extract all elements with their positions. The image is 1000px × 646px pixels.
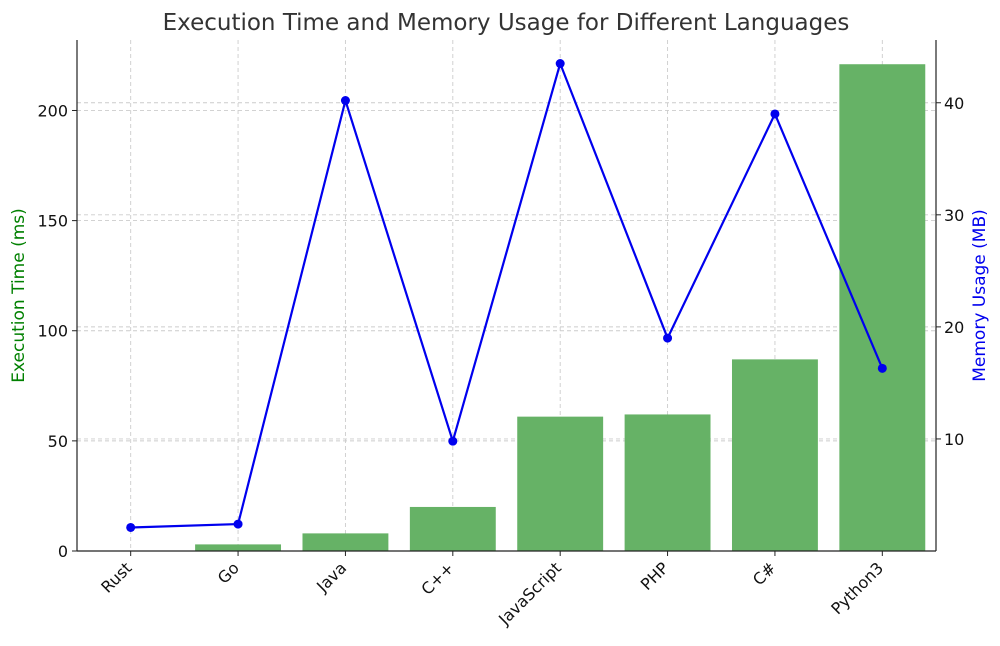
memory-point-Rust (126, 522, 136, 532)
bar-Python3 (839, 64, 926, 551)
bar-JavaScript (517, 416, 604, 551)
memory-point-Python3 (877, 363, 887, 373)
y-axis-left-ticks: 0 50 100 150 200 (37, 101, 77, 561)
bar-series-execution-time (195, 64, 926, 551)
memory-point-JavaScript (555, 59, 565, 69)
bar-Go (195, 544, 282, 551)
chart-title: Execution Time and Memory Usage for Diff… (163, 10, 850, 36)
y-tick-label: 200 (37, 101, 68, 120)
y-axis-right-label: Memory Usage (MB) (970, 209, 990, 382)
y2-tick-label: 20 (944, 318, 964, 337)
x-axis-ticks: Rust Go Java C++ JavaScript PHP C# Python3 (97, 551, 887, 629)
line-series-memory-usage (126, 59, 887, 532)
y-tick-label: 150 (37, 212, 68, 231)
bar-PHP (624, 414, 711, 551)
x-tick-label: Python3 (827, 558, 887, 618)
y-tick-label: 50 (48, 432, 68, 451)
memory-point-PHP (663, 333, 673, 343)
y-axis-right-ticks: 10 20 30 40 (936, 94, 964, 449)
y2-tick-label: 10 (944, 430, 964, 449)
bar-C# (731, 359, 818, 551)
x-tick-label: Go (214, 558, 243, 587)
memory-point-C++ (448, 436, 458, 446)
x-tick-label: C# (749, 558, 780, 589)
x-tick-label: PHP (637, 558, 673, 594)
memory-point-Go (233, 519, 243, 529)
memory-line (130, 60, 884, 529)
y-tick-label: 0 (58, 542, 68, 561)
bar-Java (302, 533, 389, 551)
y2-tick-label: 40 (944, 94, 964, 113)
axes-spines (76, 40, 937, 552)
y-axis-left-label: Execution Time (ms) (9, 208, 29, 383)
memory-point-C# (770, 109, 780, 119)
x-tick-label: JavaScript (494, 558, 565, 629)
memory-point-Java (340, 96, 350, 106)
x-tick-label: Java (312, 558, 350, 596)
x-tick-label: C++ (417, 558, 457, 598)
y2-tick-label: 30 (944, 206, 964, 225)
x-tick-label: Rust (97, 558, 135, 596)
y-tick-label: 100 (37, 322, 68, 341)
bar-C++ (409, 506, 496, 551)
